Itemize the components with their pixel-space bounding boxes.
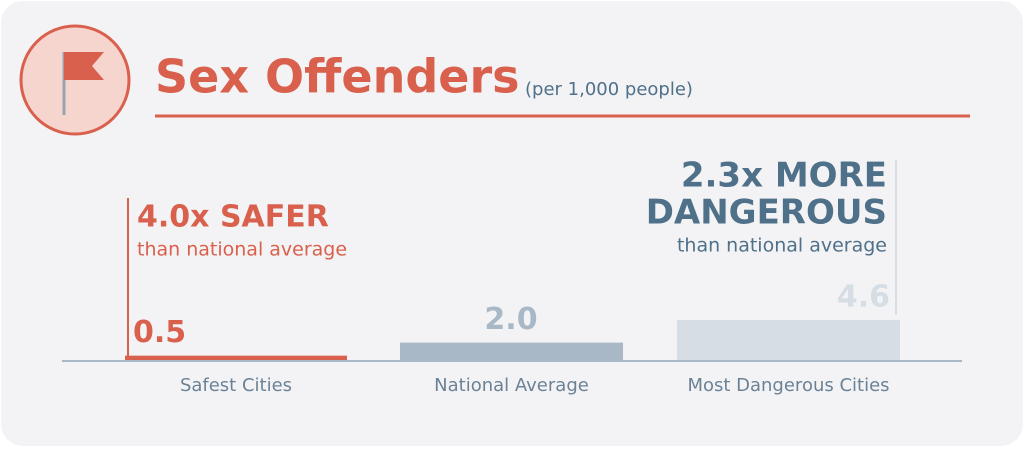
x-tick-label: Safest Cities (180, 375, 292, 396)
value-label: 2.0 (484, 302, 537, 337)
chart-subtitle: (per 1,000 people) (525, 79, 693, 100)
annotation-text: than national average (677, 235, 887, 257)
value-label: 0.5 (133, 315, 186, 350)
annotation-headline: 2.3x MORE (681, 156, 887, 196)
bar (125, 355, 347, 360)
flag (64, 52, 104, 80)
annotation-headline: 4.0x SAFER (137, 200, 329, 235)
chart-title: Sex Offenders (155, 50, 520, 104)
annotation-headline: DANGEROUS (646, 193, 887, 233)
bar (400, 342, 623, 360)
value-label: 4.6 (837, 279, 890, 314)
annotation-text: than national average (137, 239, 347, 261)
bar (677, 319, 900, 360)
x-tick-label: National Average (434, 375, 589, 396)
x-tick-label: Most Dangerous Cities (687, 375, 889, 396)
